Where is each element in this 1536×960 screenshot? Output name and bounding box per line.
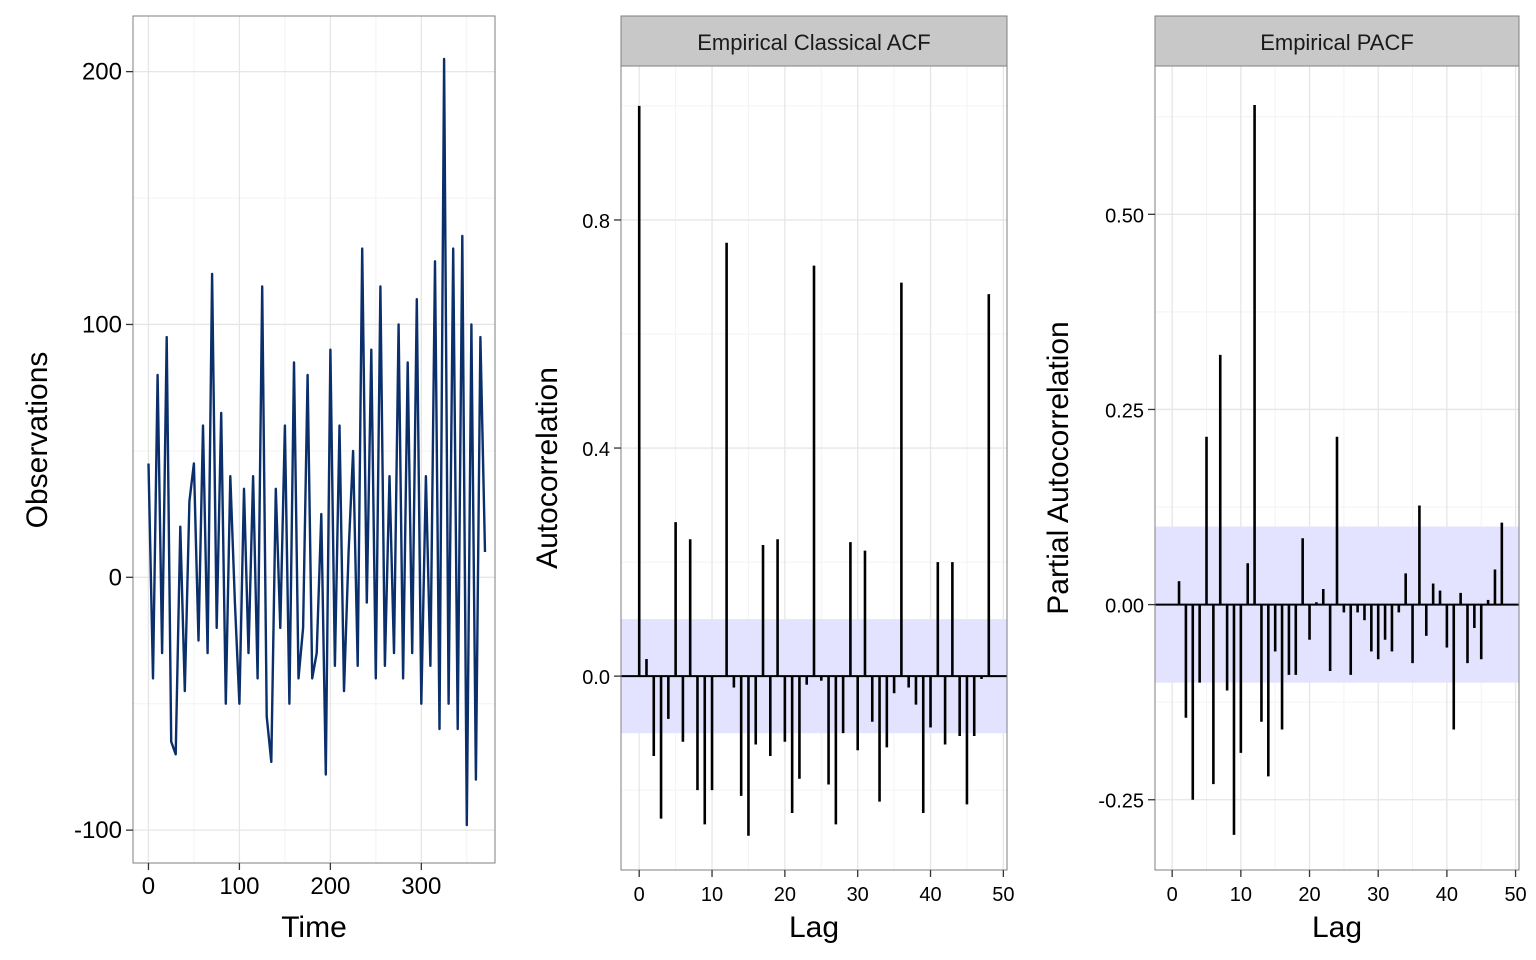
acf-x-tick-label: 40 [919, 884, 941, 906]
pacf-x-tick-label: 30 [1367, 884, 1389, 906]
acf-x-tick-label: 30 [847, 884, 869, 906]
timeseries-axes: 0 100 200 300 -100 0 100 200 [74, 59, 441, 900]
acf-y-tick-label: 0.4 [582, 439, 610, 461]
acf-panel: Empirical Classical ACF 0 10 20 30 40 50 0.0 0.… [531, 15, 1014, 944]
acf-y-tick-label: 0.8 [582, 211, 610, 233]
timeseries-x-tick-label: 200 [310, 873, 350, 900]
pacf-x-tick-label: 40 [1436, 884, 1458, 906]
timeseries-y-tick-label: 100 [82, 311, 122, 338]
pacf-x-tick-label: 0 [1167, 884, 1178, 906]
acf-x-tick-label: 10 [701, 884, 723, 906]
timeseries-panel-border [132, 15, 496, 864]
pacf-y-tick-label: -0.25 [1098, 791, 1144, 813]
timeseries-x-tick-label: 100 [219, 873, 259, 900]
timeseries-y-axis-label: Observations [21, 352, 54, 529]
timeseries-y-tick-label: 0 [109, 564, 122, 591]
acf-bars [637, 105, 991, 836]
timeseries-plot-background [133, 16, 495, 863]
pacf-axes: 0 10 20 30 40 50 -0.25 0.00 0.25 0.50 [1098, 205, 1526, 906]
observation-series-line [147, 57, 487, 827]
pacf-x-tick-label: 50 [1504, 884, 1526, 906]
acf-axes: 0 10 20 30 40 50 0.0 0.4 0.8 [582, 211, 1014, 906]
timeseries-panel: 0 100 200 300 -100 0 100 200 Time Observations [21, 15, 496, 944]
acf-y-tick-label: 0.0 [582, 667, 610, 689]
pacf-y-tick-label: 0.00 [1105, 596, 1144, 618]
pacf-y-tick-label: 0.25 [1105, 400, 1144, 422]
pacf-y-axis-label: Partial Autocorrelation [1042, 321, 1075, 615]
timeseries-y-tick-label: -100 [74, 817, 122, 844]
acf-panel-border [620, 65, 1008, 871]
acf-x-tick-label: 50 [992, 884, 1014, 906]
acf-strip-title: Empirical Classical ACF [697, 30, 931, 55]
acf-x-axis-label: Lag [789, 911, 839, 944]
pacf-bars [1177, 105, 1504, 835]
pacf-x-axis-label: Lag [1312, 911, 1362, 944]
acf-x-tick-label: 20 [774, 884, 796, 906]
acf-x-tick-label: 0 [634, 884, 645, 906]
acf-strip [620, 15, 1008, 67]
timeseries-x-tick-label: 300 [401, 873, 441, 900]
acf-y-axis-label: Autocorrelation [531, 367, 564, 569]
pacf-x-tick-label: 10 [1230, 884, 1252, 906]
pacf-strip-title: Empirical PACF [1260, 30, 1414, 55]
timeseries-line [147, 57, 487, 827]
pacf-panel-border [1154, 65, 1520, 871]
timeseries-x-tick-label: 0 [142, 873, 155, 900]
pacf-strip [1154, 15, 1520, 67]
timeseries-x-axis-label: Time [281, 911, 347, 944]
pacf-x-tick-label: 20 [1298, 884, 1320, 906]
timeseries-y-tick-label: 200 [82, 59, 122, 86]
pacf-y-tick-label: 0.50 [1105, 205, 1144, 227]
pacf-panel: Empirical PACF 0 10 20 30 40 50-0.250.000.250… [1042, 15, 1527, 944]
